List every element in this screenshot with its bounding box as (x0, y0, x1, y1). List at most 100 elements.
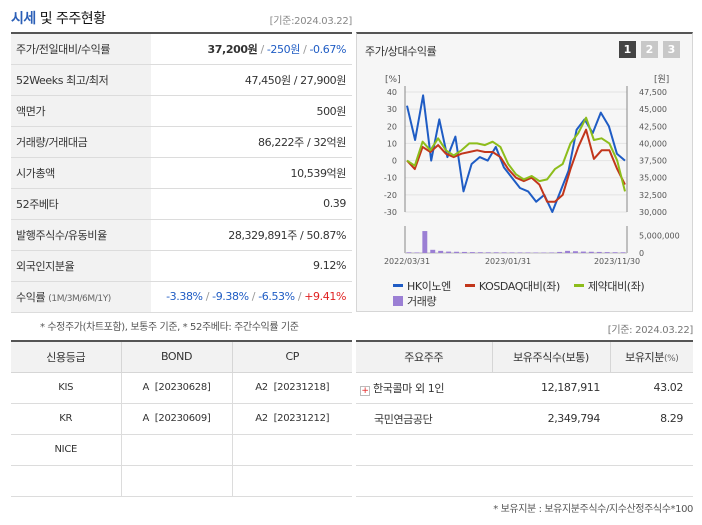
credit-row (11, 465, 352, 497)
right-tick-label: 30,000 (639, 208, 667, 217)
chart-tab-1[interactable]: 1 (619, 41, 636, 58)
series-line-kosdaq (406, 128, 626, 203)
week52-label: 52Weeks 최고/최저 (11, 64, 151, 96)
share-header-row: 주요주주 보유주식수(보통) 보유지분(%) (356, 341, 693, 373)
price-row: 주가/전일대비/수익률 37,200원 / -250원 / -0.67% (11, 33, 352, 65)
chart-canvas: [%] [원] 40 30 20 10 0 -10 -20 -30 47,500 45,000 42,5… (384, 74, 680, 266)
share-header-shares: 보유주식수(보통) (491, 341, 610, 373)
volume-value: 86,222주 / 32억원 (151, 126, 352, 158)
chart-title: 주가/상대수익률 (365, 45, 437, 58)
volume-bar (493, 252, 499, 253)
mcap-row: 시가총액 10,539억원 (11, 157, 352, 189)
chart-tab-3[interactable]: 3 (663, 41, 680, 58)
right-axis-unit: [원] (654, 74, 669, 85)
share-name (356, 465, 492, 497)
par-row: 액면가 500원 (11, 95, 352, 127)
volume-bar (446, 251, 452, 253)
share-row (356, 465, 693, 497)
mcap-value: 10,539억원 (151, 157, 352, 189)
volume-row: 거래량/거래대금 86,222주 / 32억원 (11, 126, 352, 158)
info-footnote: * 수정주가(차트포함), 보통주 기준, * 52주베타: 주간수익률 기준 (40, 322, 299, 333)
volume-label: 거래량/거래대금 (11, 126, 151, 158)
left-axis-unit: [%] (385, 75, 401, 85)
share-pct: 8.29 (610, 403, 693, 435)
credit-header-bond: BOND (120, 341, 233, 373)
shares-value: 28,329,891주 / 50.87% (151, 219, 352, 251)
volume-bar (462, 251, 467, 253)
legend-item-hk: HK이노엔 (393, 278, 451, 294)
share-count (492, 465, 610, 497)
volume-zero-label: 0 (639, 249, 644, 258)
left-tick-label: -20 (384, 191, 397, 200)
right-tick-label: 47,500 (639, 88, 667, 97)
volume-bar (604, 252, 610, 253)
share-row: 국민연금공단 2,349,794 8.29 (356, 403, 693, 435)
right-tick-label: 32,500 (639, 191, 667, 200)
credit-agency: KIS (11, 372, 121, 404)
credit-row: NICE (11, 434, 352, 466)
credit-bond (120, 434, 233, 466)
left-tick-label: 0 (392, 157, 397, 166)
volume-bar (422, 231, 428, 253)
return-row: 수익률 (1M/3M/6M/1Y) -3.38% / -9.38% / -6.5… (11, 281, 352, 313)
x-tick-label: 2023/01/31 (485, 257, 531, 266)
section-header: 시세 및 주주현황 [기준:2024.03.22] (11, 6, 352, 32)
volume-tick-label: 5,000,000 (639, 231, 680, 240)
return-value: -3.38% / -9.38% / -6.53% / +9.41% (151, 281, 352, 313)
right-tick-label: 40,000 (639, 139, 667, 148)
price-info-table: 주가/전일대비/수익률 37,200원 / -250원 / -0.67% 52W… (11, 32, 352, 313)
credit-row: KIS A [20230628] A2 [20231218] (11, 372, 352, 404)
left-tick-label: 10 (387, 139, 397, 148)
volume-bar (580, 251, 586, 253)
volume-bar (414, 252, 420, 253)
credit-bond: A [20230628] (120, 372, 233, 404)
credit-cp: A2 [20231212] (231, 403, 352, 435)
left-tick-label: -10 (384, 174, 397, 183)
beta-label: 52주베타 (11, 188, 151, 220)
foreign-label: 외국인지분율 (11, 250, 151, 282)
series-line-pharma (406, 116, 626, 192)
mcap-label: 시가총액 (11, 157, 151, 189)
shares-row: 발행주식수/유동비율 28,329,891주 / 50.87% (11, 219, 352, 251)
volume-bar (525, 252, 531, 253)
volume-bar (438, 250, 444, 253)
share-pct (610, 465, 693, 497)
legend-item-kosdaq: KOSDAQ대비(좌) (464, 278, 560, 294)
share-header-name: 주요주주 (356, 341, 492, 373)
volume-bar (573, 251, 578, 253)
volume-bar (612, 252, 618, 253)
volume-bar (406, 252, 412, 253)
share-count: 12,187,911 (492, 372, 610, 404)
volume-bar (477, 252, 483, 253)
share-name: + 한국콜마 외 1인 (356, 372, 492, 404)
credit-bond (120, 465, 233, 497)
credit-cp (231, 434, 352, 466)
volume-bar (620, 252, 626, 253)
chart-legend: HK이노엔 KOSDAQ대비(좌) 제약대비(좌) 거래량 (393, 278, 693, 308)
chart-tab-2[interactable]: 2 (641, 41, 658, 58)
credit-agency: NICE (11, 434, 121, 466)
volume-bar (485, 252, 491, 253)
share-name (356, 434, 492, 466)
credit-header-cp: CP (231, 341, 352, 373)
foreign-value: 9.12% (151, 250, 352, 282)
credit-agency: KR (11, 403, 121, 435)
volume-bar (430, 249, 436, 253)
price-value: 37,200원 / -250원 / -0.67% (151, 33, 352, 65)
foreign-row: 외국인지분율 9.12% (11, 250, 352, 282)
x-tick-label: 2022/03/31 (384, 257, 430, 266)
shares-label: 발행주식수/유동비율 (11, 219, 151, 251)
share-row (356, 434, 693, 466)
base-date: [기준:2024.03.22] (269, 16, 353, 27)
credit-row: KR A [20230609] A2 [20231212] (11, 403, 352, 435)
credit-bond: A [20230609] (120, 403, 233, 435)
left-tick-label: 20 (387, 122, 397, 131)
expand-plus-icon[interactable]: + (360, 385, 370, 396)
volume-bar (509, 252, 515, 253)
chart-base-date: [기준: 2024.03.22] (607, 325, 694, 336)
beta-row: 52주베타 0.39 (11, 188, 352, 220)
share-count: 2,349,794 (492, 403, 610, 435)
par-value: 500원 (151, 95, 352, 127)
credit-header-row: 신용등급 BOND CP (11, 341, 352, 373)
week52-row: 52Weeks 최고/최저 47,450원 / 27,900원 (11, 64, 352, 96)
